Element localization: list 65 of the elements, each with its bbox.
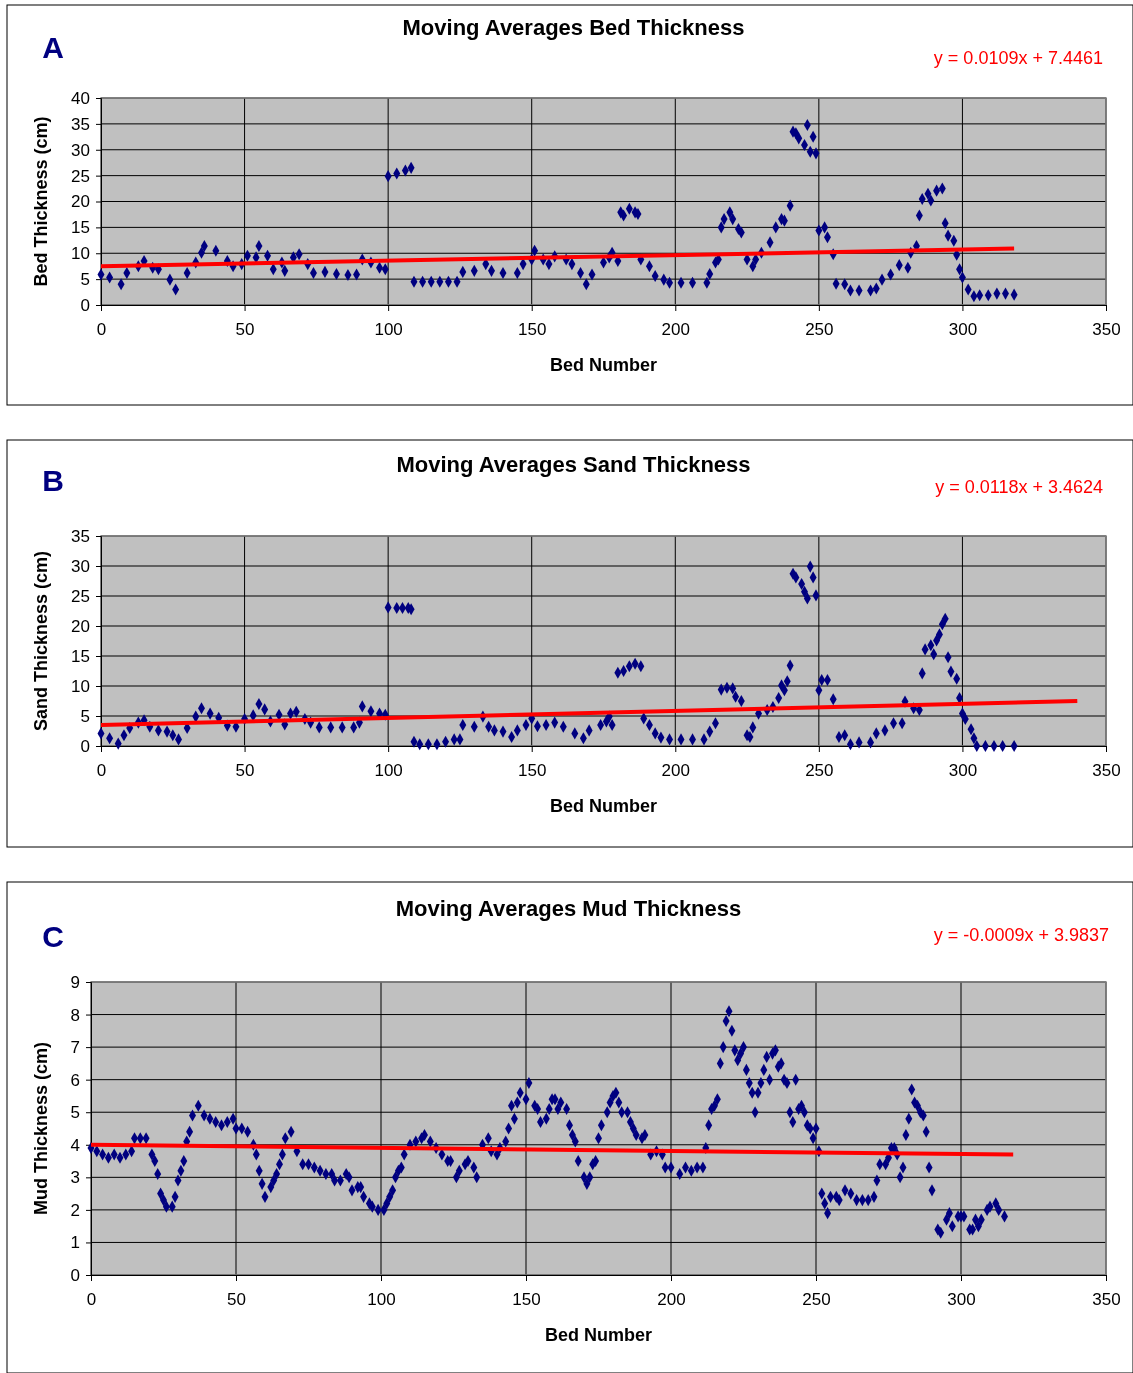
y-axis-title: Sand Thickness (cm) xyxy=(31,550,51,732)
chart-title: Moving Averages Mud Thickness xyxy=(395,896,742,921)
x-axis-title: Bed Number xyxy=(544,1325,653,1345)
y-tick-label: 40 xyxy=(71,88,90,108)
x-tick-label: 250 xyxy=(805,320,834,340)
y-tick-label: 5 xyxy=(80,270,90,290)
x-tick-label: 300 xyxy=(948,761,978,781)
x-tick-label: 0 xyxy=(96,761,107,781)
x-tick-label: 250 xyxy=(805,761,834,781)
text: y = -0.0009x + 3.9837 xyxy=(933,925,1109,945)
y-tick-label: 15 xyxy=(71,218,90,238)
y-tick-label: 8 xyxy=(70,1005,80,1025)
x-tick-label: 350 xyxy=(1092,320,1121,340)
x-tick-label: 200 xyxy=(661,761,690,781)
y-tick-label: 5 xyxy=(70,1103,80,1123)
y-tick-label: 20 xyxy=(71,192,90,212)
text: C xyxy=(42,920,64,953)
y-tick-label: 2 xyxy=(70,1200,80,1220)
y-tick-label: 0 xyxy=(80,736,90,756)
x-tick-label: 200 xyxy=(661,320,690,340)
x-tick-label: 50 xyxy=(235,761,255,781)
x-tick-label: 150 xyxy=(518,320,547,340)
y-tick-label: 4 xyxy=(70,1135,80,1155)
chart-title: Moving Averages Bed Thickness xyxy=(402,15,745,40)
x-tick-label: 300 xyxy=(947,1290,976,1310)
y-tick-label: 0 xyxy=(80,295,90,315)
x-tick-label: 100 xyxy=(374,761,403,781)
x-tick-label: 200 xyxy=(657,1290,686,1310)
text: B xyxy=(42,464,64,497)
y-tick-label: 25 xyxy=(71,166,90,186)
x-tick-label: 350 xyxy=(1092,1290,1121,1310)
y-tick-label: 20 xyxy=(71,616,90,636)
x-axis-title: Bed Number xyxy=(549,796,658,816)
y-tick-label: 30 xyxy=(71,556,90,576)
y-tick-label: 6 xyxy=(70,1070,80,1090)
y-tick-label: 9 xyxy=(70,972,80,992)
x-tick-label: 100 xyxy=(374,320,403,340)
x-tick-label: 250 xyxy=(802,1290,831,1310)
y-tick-label: 10 xyxy=(71,676,90,696)
text: y = 0.0109x + 7.4461 xyxy=(933,48,1103,68)
y-tick-label: 1 xyxy=(70,1233,80,1253)
x-tick-label: 150 xyxy=(512,1290,541,1310)
x-tick-label: 350 xyxy=(1092,761,1121,781)
text: A xyxy=(42,31,64,64)
x-tick-label: 50 xyxy=(227,1290,246,1310)
y-tick-label: 15 xyxy=(71,646,90,666)
x-tick-label: 150 xyxy=(518,761,547,781)
x-tick-label: 0 xyxy=(96,320,107,340)
y-tick-label: 35 xyxy=(71,526,90,546)
y-tick-label: 0 xyxy=(70,1265,80,1285)
y-tick-label: 3 xyxy=(70,1168,80,1188)
y-tick-label: 10 xyxy=(71,244,90,264)
chart-title: Moving Averages Sand Thickness xyxy=(396,452,751,477)
y-tick-label: 25 xyxy=(71,586,90,606)
y-tick-label: 30 xyxy=(71,140,90,160)
y-axis-title: Bed Thickness (cm) xyxy=(31,116,51,287)
x-axis-title: Bed Number xyxy=(549,355,658,375)
text: y = 0.0118x + 3.4624 xyxy=(935,477,1103,497)
x-tick-label: 100 xyxy=(367,1290,396,1310)
y-tick-label: 35 xyxy=(71,114,90,134)
x-tick-label: 50 xyxy=(235,320,255,340)
y-axis-title: Mud Thickness (cm) xyxy=(31,1041,51,1216)
y-tick-label: 7 xyxy=(70,1038,80,1058)
x-tick-label: 300 xyxy=(948,320,978,340)
y-tick-label: 5 xyxy=(80,706,90,726)
